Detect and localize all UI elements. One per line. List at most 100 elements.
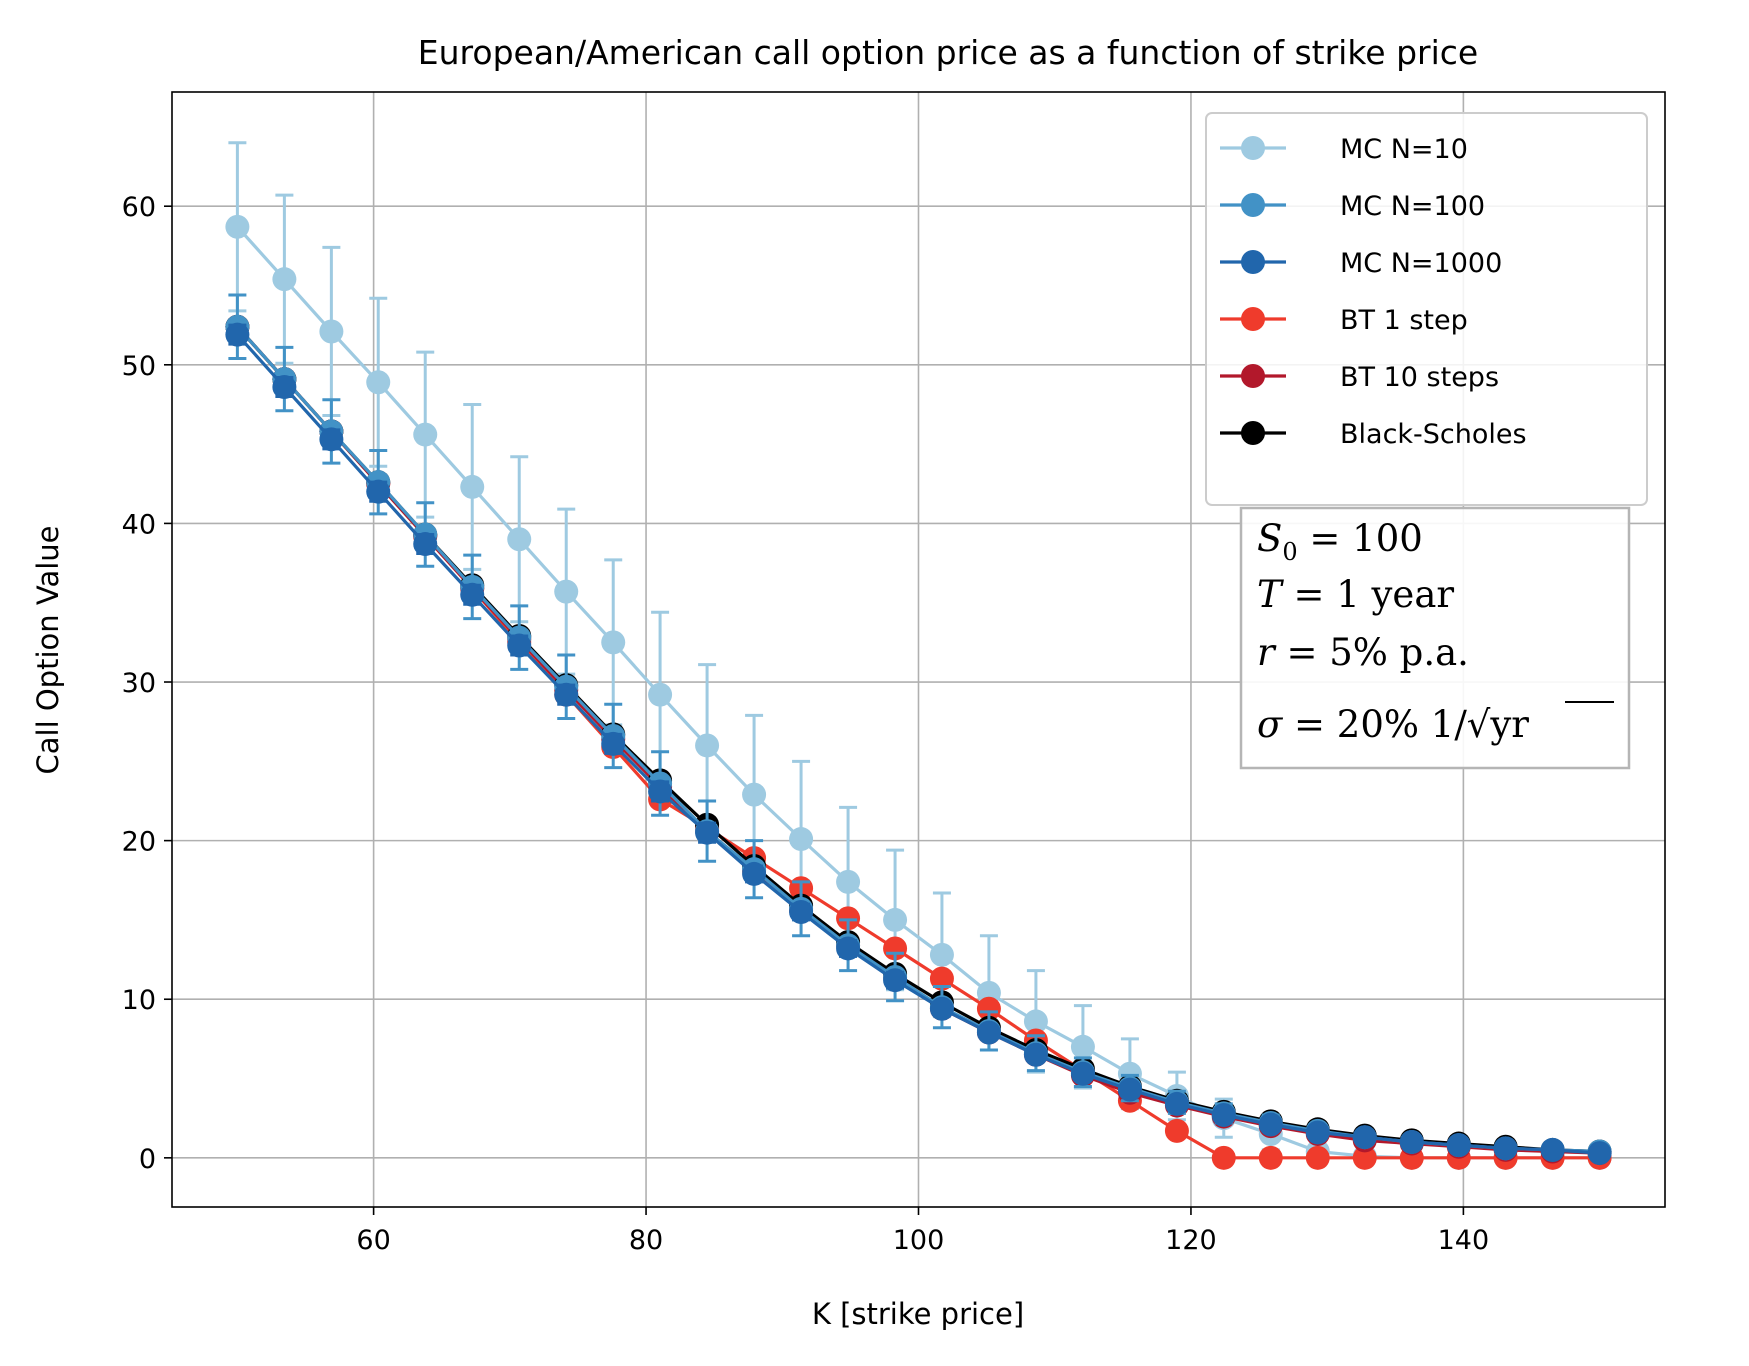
parameter-box-frame (1239, 506, 1631, 770)
legend-entry: BT 10 steps (1220, 362, 1499, 393)
data-point (319, 427, 344, 452)
data-point (366, 370, 391, 395)
legend-label: BT 1 step (1340, 305, 1468, 336)
data-point (272, 375, 297, 400)
legend-entry: Black-Scholes (1220, 419, 1527, 450)
y-tick-label: 30 (122, 668, 156, 699)
legend-marker (1241, 307, 1265, 331)
param-r: r = 5% p.a. (1257, 631, 1469, 674)
data-point (507, 633, 532, 658)
data-point (976, 1020, 1001, 1045)
data-point (1352, 1145, 1377, 1170)
legend-marker (1241, 364, 1265, 388)
data-point (1070, 1061, 1095, 1086)
data-point (413, 422, 438, 447)
data-point (1540, 1137, 1565, 1162)
data-point (1258, 1112, 1283, 1137)
legend-frame (1205, 112, 1648, 506)
data-point (1023, 1042, 1048, 1067)
legend-entry: MC N=100 (1220, 191, 1485, 222)
data-point (1211, 1103, 1236, 1128)
data-point (225, 214, 250, 239)
param-s0: S0 = 100 (1257, 517, 1423, 566)
data-point (366, 479, 391, 504)
data-point (1023, 1009, 1048, 1034)
x-tick-label: 140 (1438, 1225, 1490, 1256)
y-tick-label: 40 (122, 509, 156, 540)
x-tick-label: 120 (1165, 1225, 1217, 1256)
data-point (554, 579, 579, 604)
data-point (1305, 1120, 1330, 1145)
data-point (1164, 1091, 1189, 1116)
legend-entry: BT 1 step (1220, 305, 1468, 336)
data-point (601, 731, 626, 756)
data-point (789, 899, 814, 924)
data-point (1493, 1136, 1518, 1161)
legend-label: MC N=10 (1340, 134, 1468, 165)
data-point (648, 682, 673, 707)
y-tick-label: 20 (122, 827, 156, 858)
data-point (929, 942, 954, 967)
legend-label: MC N=1000 (1340, 248, 1502, 279)
data-point (1446, 1133, 1471, 1158)
chart-title: European/American call option price as a… (418, 33, 1478, 72)
param-t: T = 1 year (1257, 573, 1454, 616)
legend-entry: MC N=10 (1220, 134, 1468, 165)
data-point (1305, 1145, 1330, 1170)
data-point (1352, 1125, 1377, 1150)
data-point (460, 474, 485, 499)
x-tick-label: 100 (893, 1225, 945, 1256)
data-point (460, 582, 485, 607)
data-point (225, 322, 250, 347)
legend-marker (1241, 250, 1265, 274)
x-tick-label: 80 (629, 1225, 663, 1256)
data-point (695, 820, 720, 845)
legend-label: MC N=100 (1340, 191, 1485, 222)
data-point (507, 527, 532, 552)
data-point (883, 907, 908, 932)
axis-ticks: 60 80 100 120 140 0 10 20 30 40 50 60 (122, 192, 1490, 1256)
data-point (1070, 1034, 1095, 1059)
data-point (272, 267, 297, 292)
data-point (1399, 1129, 1424, 1154)
legend-entries: MC N=10 MC N=100 MC N=1000 BT 1 step BT 10 s… (1220, 134, 1527, 450)
data-point (319, 319, 344, 344)
legend: MC N=10 MC N=100 MC N=1000 BT 1 step BT 10 s… (1205, 112, 1648, 506)
data-point (1211, 1145, 1236, 1170)
y-tick-label: 60 (122, 192, 156, 223)
y-axis-label: Call Option Value (31, 526, 65, 775)
series-mc-n-1000 (225, 322, 1612, 1166)
data-point (742, 861, 767, 886)
series-layer (225, 141, 1612, 1170)
legend-marker (1241, 136, 1265, 160)
legend-entry: MC N=1000 (1220, 248, 1502, 279)
data-point (648, 779, 673, 804)
legend-marker (1241, 421, 1265, 445)
data-point (742, 782, 767, 807)
legend-label: BT 10 steps (1340, 362, 1499, 393)
y-tick-label: 10 (122, 985, 156, 1016)
x-tick-label: 60 (356, 1225, 390, 1256)
data-point (413, 532, 438, 557)
y-tick-label: 0 (139, 1144, 156, 1175)
data-point (836, 906, 861, 931)
y-tick-label: 50 (122, 351, 156, 382)
data-point (1117, 1077, 1142, 1102)
legend-marker (1241, 193, 1265, 217)
data-point (695, 733, 720, 758)
data-point (976, 996, 1001, 1021)
data-point (836, 869, 861, 894)
data-point (601, 630, 626, 655)
data-point (883, 968, 908, 993)
parameter-box: S0 = 100 T = 1 year r = 5% p.a. σ = 20% … (1239, 506, 1631, 770)
x-axis-label: K [strike price] (812, 1297, 1024, 1331)
data-point (1258, 1145, 1283, 1170)
data-point (554, 682, 579, 707)
data-point (929, 966, 954, 991)
param-sigma: σ = 20% 1/√yr (1257, 703, 1529, 746)
data-point (836, 936, 861, 961)
legend-label: Black-Scholes (1340, 419, 1527, 450)
data-point (1164, 1118, 1189, 1143)
